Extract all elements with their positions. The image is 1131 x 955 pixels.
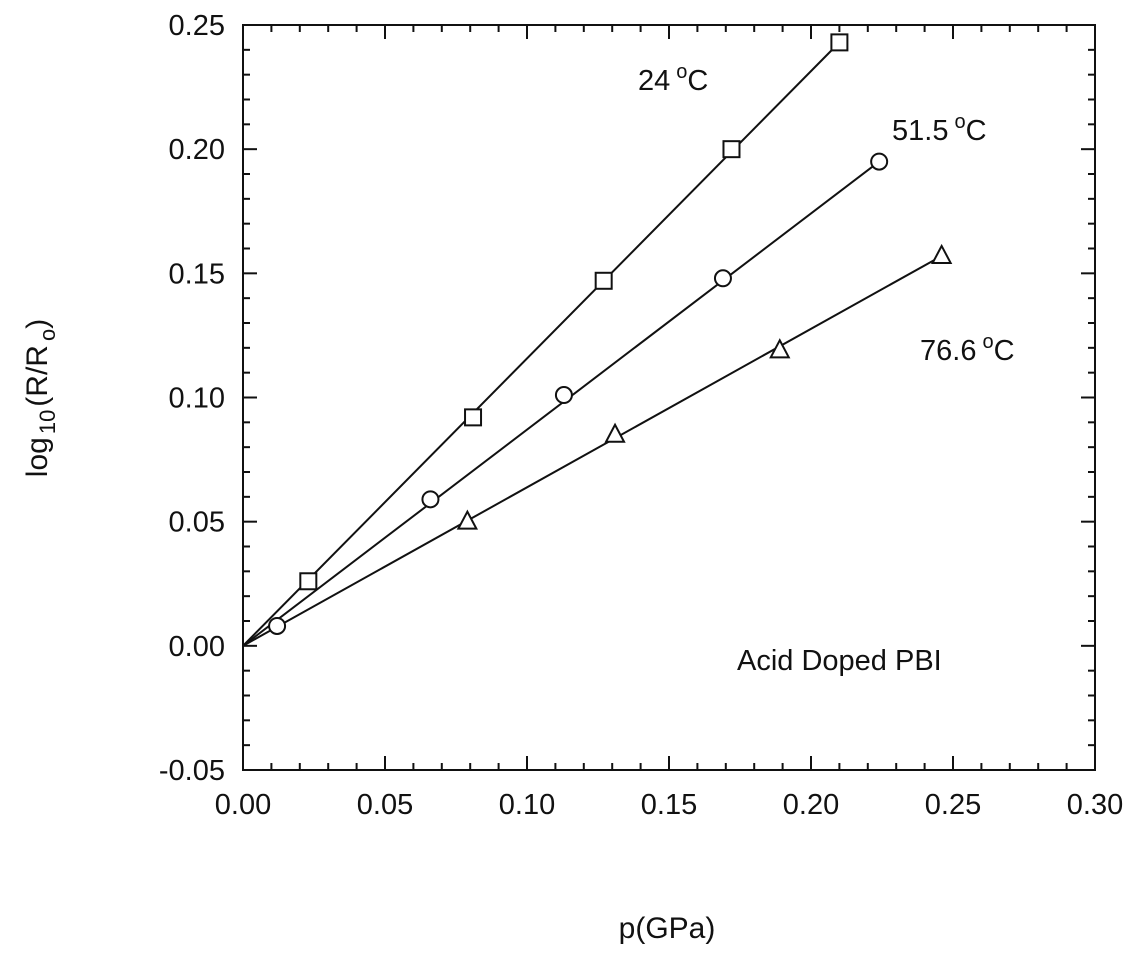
circle-marker xyxy=(870,152,889,171)
y-tick-label: -0.05 xyxy=(159,755,225,787)
annotation-acid-doped-pbi: Acid Doped PBI xyxy=(737,645,942,677)
x-axis-title: p(GPa) xyxy=(619,912,716,945)
x-tick-label: 0.20 xyxy=(783,789,839,821)
fit-line-series-1 xyxy=(242,160,880,647)
triangle-marker xyxy=(456,509,479,530)
fit-lines xyxy=(242,41,943,647)
y-tick-label: 0.20 xyxy=(169,134,225,166)
triangle-marker xyxy=(604,422,626,443)
triangle-marker xyxy=(769,338,791,359)
x-tick-label: 0.25 xyxy=(925,789,981,821)
square-marker xyxy=(830,33,849,52)
y-axis-title: log10(R/Ro) xyxy=(21,319,60,477)
y-tick-label: 0.00 xyxy=(169,631,225,663)
square-marker xyxy=(594,271,613,290)
series-label-76-6c: 76.6 oC xyxy=(920,331,1015,367)
square-marker xyxy=(299,572,318,591)
y-axis-ticks: -0.05 0.00 0.05 0.10 0.15 0.20 0.25 xyxy=(159,10,1095,787)
x-tick-label: 0.00 xyxy=(215,789,271,821)
data-markers xyxy=(268,33,953,635)
fit-line-series-2 xyxy=(242,255,943,647)
circle-marker xyxy=(268,616,287,635)
y-tick-label: 0.05 xyxy=(169,507,225,539)
fit-line-series-0 xyxy=(242,41,841,647)
square-marker xyxy=(722,140,741,159)
square-marker xyxy=(464,408,483,427)
circle-marker xyxy=(421,490,440,509)
circle-marker xyxy=(713,269,732,288)
x-tick-label: 0.05 xyxy=(357,789,413,821)
triangle-marker xyxy=(930,243,953,264)
x-tick-label: 0.10 xyxy=(499,789,555,821)
y-tick-label: 0.25 xyxy=(169,10,225,42)
x-tick-label: 0.15 xyxy=(641,789,697,821)
y-tick-label: 0.15 xyxy=(169,258,225,290)
series-label-24c: 24 oC xyxy=(638,61,708,97)
x-tick-label: 0.30 xyxy=(1067,789,1123,821)
x-axis-ticks: 0.00 0.05 0.10 0.15 0.20 0.25 0.30 xyxy=(215,25,1123,821)
y-tick-label: 0.10 xyxy=(169,383,225,415)
circle-marker xyxy=(554,386,573,405)
series-label-51-5c: 51.5 oC xyxy=(892,111,987,147)
